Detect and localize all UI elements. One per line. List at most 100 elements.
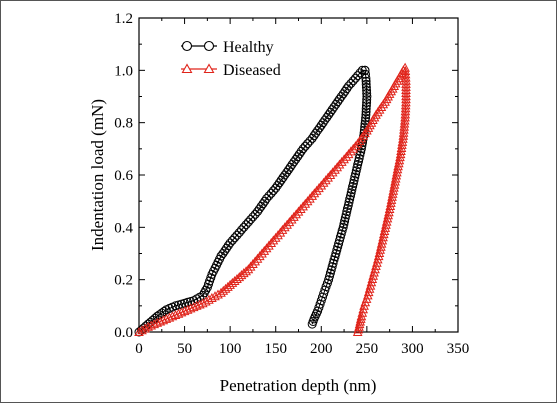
diseased-point — [243, 264, 254, 274]
diseased-point — [357, 307, 368, 317]
x-tick-label: 250 — [356, 341, 379, 357]
healthy-point — [332, 245, 342, 255]
diseased-point — [367, 273, 378, 283]
healthy-point — [328, 258, 338, 268]
diseased-point — [302, 196, 313, 206]
diseased-point — [343, 149, 354, 159]
healthy-point — [346, 191, 355, 201]
diseased-point — [327, 167, 338, 177]
healthy-point — [325, 271, 334, 281]
healthy-point — [262, 194, 272, 203]
diseased-point — [323, 172, 333, 182]
diseased-point — [164, 312, 175, 322]
diseased-point — [176, 307, 187, 317]
healthy-unloading-line — [311, 70, 368, 325]
diseased-point — [266, 237, 277, 247]
healthy-point — [351, 166, 361, 176]
diseased-point — [250, 256, 261, 266]
healthy-point — [337, 226, 347, 236]
diseased-point — [334, 159, 345, 169]
healthy-point — [343, 204, 352, 213]
healthy-point — [307, 319, 317, 329]
diseased-point — [366, 277, 377, 287]
diseased-point — [248, 258, 258, 268]
healthy-point — [347, 185, 357, 195]
healthy-point — [345, 194, 355, 204]
diseased-point — [401, 78, 411, 88]
diseased-point — [314, 183, 324, 193]
diseased-point — [377, 235, 388, 245]
diseased-point — [279, 222, 290, 232]
diseased-point — [358, 304, 369, 314]
x-tick-label: 50 — [177, 341, 192, 357]
healthy-point — [362, 92, 372, 101]
diseased-point — [348, 143, 359, 153]
diseased-point — [318, 177, 329, 187]
diseased-point — [401, 84, 411, 94]
x-tick-label: 200 — [310, 341, 333, 357]
healthy-point — [241, 220, 251, 230]
diseased-point — [245, 261, 256, 271]
diseased-point — [173, 308, 184, 318]
diseased-point — [273, 230, 283, 240]
diseased-point — [270, 232, 281, 242]
y-tick-label: 0.0 — [114, 325, 133, 341]
diseased-point — [385, 200, 396, 210]
diseased-point — [372, 257, 382, 267]
diseased-point — [293, 206, 304, 216]
diseased-point — [401, 87, 411, 97]
diseased-point — [149, 319, 160, 329]
healthy-point — [355, 68, 365, 78]
healthy-point — [362, 98, 372, 108]
healthy-point — [350, 172, 360, 182]
y-tick-label: 0.6 — [114, 168, 133, 184]
axis-tick-labels: 0 50 100 150 200 250 300 350 0.0 0.2 0.4 0.6 0.8 1.0 1… — [114, 11, 469, 357]
legend: Healthy Diseased — [181, 39, 281, 79]
healthy-point — [335, 232, 345, 242]
diseased-point — [188, 302, 199, 312]
diseased-point — [282, 219, 292, 229]
diseased-point — [252, 253, 263, 263]
healthy-point — [344, 81, 354, 91]
diseased-point — [359, 300, 369, 310]
diseased-point — [311, 185, 322, 195]
y-axis-title: Indentation load (mN) — [88, 99, 107, 251]
y-tick-label: 0.8 — [114, 116, 133, 132]
diseased-point — [332, 162, 343, 172]
legend-diseased-label: Diseased — [223, 62, 281, 79]
healthy-point — [327, 262, 337, 272]
series-healthy — [134, 65, 372, 337]
legend-diseased-marker-1 — [181, 63, 193, 74]
legend-diseased-marker-2 — [203, 63, 215, 74]
healthy-point — [355, 150, 365, 160]
diseased-point — [257, 248, 267, 258]
healthy-point — [234, 228, 244, 238]
diseased-point — [341, 151, 352, 161]
diseased-point — [369, 267, 379, 277]
diseased-point — [254, 251, 265, 261]
healthy-point — [340, 216, 350, 226]
healthy-point — [157, 308, 167, 318]
healthy-point — [349, 175, 359, 185]
diseased-point — [372, 254, 383, 264]
legend-healthy-marker-2 — [203, 40, 215, 52]
diseased-point — [370, 264, 380, 274]
data-series — [134, 62, 411, 337]
diseased-point — [161, 313, 172, 323]
diseased-point — [364, 283, 375, 293]
legend-healthy-label: Healthy — [223, 39, 274, 56]
healthy-point — [362, 88, 372, 98]
healthy-point — [354, 153, 364, 163]
diseased-point — [289, 211, 299, 221]
healthy-point — [360, 116, 370, 126]
diseased-point — [375, 244, 386, 254]
diseased-point — [185, 303, 196, 313]
diseased-point — [380, 222, 391, 232]
diseased-point — [284, 217, 295, 227]
diseased-point — [182, 304, 193, 314]
healthy-point — [329, 255, 339, 265]
diseased-point — [320, 175, 331, 185]
diseased-point — [374, 247, 385, 257]
healthy-point — [264, 191, 274, 201]
